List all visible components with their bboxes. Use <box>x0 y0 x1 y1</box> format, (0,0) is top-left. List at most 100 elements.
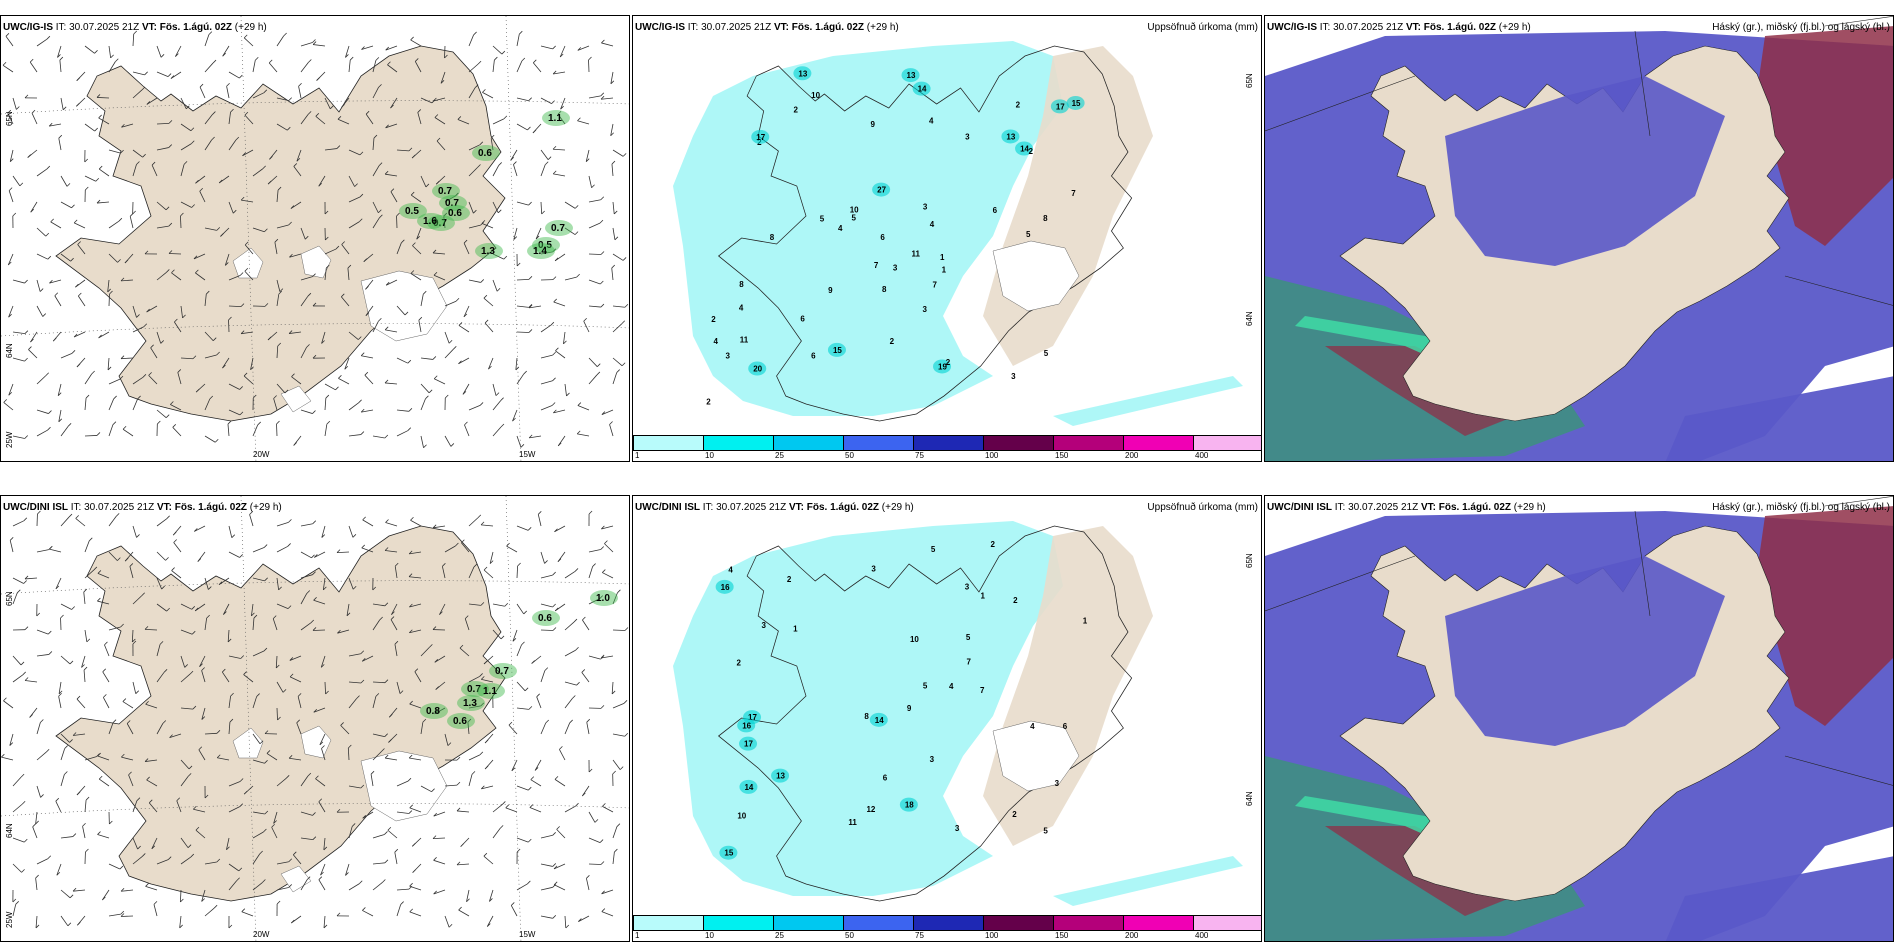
wind-barb <box>276 345 279 359</box>
wind-barb-flag <box>110 54 114 59</box>
wind-barb <box>204 861 217 865</box>
gust-value-label: 1.6 <box>423 216 437 227</box>
mid-cloud-area <box>1665 376 1893 461</box>
wind-barb <box>276 123 288 131</box>
wind-barb <box>372 751 382 761</box>
wind-barb <box>433 889 446 895</box>
wind-barb <box>492 165 500 177</box>
wind-barb-flag <box>407 777 412 782</box>
wind-barb <box>293 166 302 177</box>
wind-barb-flag <box>194 528 198 532</box>
wind-barb <box>337 118 350 125</box>
wind-barb-flag <box>264 228 268 233</box>
wind-barb-flag <box>408 550 413 555</box>
wind-barb-flag <box>59 56 64 61</box>
wind-barb <box>515 357 518 370</box>
precip-value-label: 4 <box>930 220 935 229</box>
wind-barb <box>483 855 494 865</box>
wind-barb-flag <box>530 776 535 780</box>
wind-barb-flag <box>496 287 501 292</box>
wind-barb-flag <box>559 53 564 58</box>
wind-barb-flag <box>98 775 103 780</box>
precip-value-label: 9 <box>828 286 833 295</box>
wind-barb-flag <box>448 923 453 928</box>
wind-barb <box>468 566 475 579</box>
wind-barb-flag <box>320 871 324 876</box>
wind-barb-flag <box>479 141 484 146</box>
wind-barb <box>492 400 501 411</box>
wind-barb <box>537 514 542 527</box>
wind-barb <box>486 915 494 927</box>
valid-time: Fös. 1.ágú. 02Z <box>1438 502 1511 513</box>
wind-barb-flag <box>387 826 392 831</box>
wind-barb-flag <box>508 721 513 726</box>
wind-barb-flag <box>232 209 237 214</box>
wind-barb <box>553 71 566 75</box>
wind-barb-flag <box>132 638 136 643</box>
wind-barb <box>132 71 145 76</box>
wind-barb-flag <box>93 566 98 571</box>
precip-value-label: 3 <box>1055 779 1060 788</box>
colorbar-swatch <box>1123 915 1194 931</box>
wind-barb <box>60 516 70 527</box>
wind-barb-flag <box>244 111 249 116</box>
wind-barb-flag <box>297 693 302 697</box>
wind-barb-flag <box>384 547 389 551</box>
wind-barb <box>540 670 546 683</box>
wind-barb <box>396 681 401 694</box>
wind-barb-flag <box>610 80 615 85</box>
wind-barb-flag <box>48 122 53 127</box>
precip-value-label: 15 <box>724 849 733 858</box>
wind-barb-flag <box>622 257 627 261</box>
wind-barb-flag <box>58 134 63 139</box>
wind-barb <box>60 836 73 839</box>
wind-barb-flag <box>360 784 365 789</box>
wind-barb <box>204 354 217 359</box>
wind-barb <box>564 681 577 686</box>
precip-max-blob <box>933 359 952 374</box>
wind-barb-flag <box>55 585 60 590</box>
lead-time: (+29 h) <box>234 22 267 33</box>
wind-barb <box>156 518 167 527</box>
wind-barb <box>84 569 95 579</box>
wind-barb-flag <box>165 414 170 418</box>
wind-barb-flag <box>253 614 258 619</box>
wind-barb <box>601 97 614 100</box>
wind-barb <box>516 565 518 579</box>
wind-barb-flag <box>85 848 89 853</box>
wind-barb <box>321 748 326 761</box>
wind-barb <box>512 409 518 422</box>
wind-barb-flag <box>201 667 205 671</box>
precip-max-blob <box>715 579 734 594</box>
wind-barb <box>156 331 162 344</box>
wind-barb <box>439 603 446 615</box>
wind-barb-flag <box>68 513 73 518</box>
gust-value-label: 0.7 <box>551 223 565 234</box>
wind-barb <box>516 837 529 843</box>
wind-barb-flag <box>390 616 395 620</box>
wind-barb-flag <box>102 668 106 673</box>
wind-barb-flag <box>563 340 567 345</box>
wind-barb <box>132 376 144 385</box>
wind-barb <box>300 42 313 47</box>
wind-barb <box>171 570 182 579</box>
wind-barb <box>409 885 422 891</box>
colorbar-swatch <box>983 915 1054 931</box>
valid-time-label: VT: <box>1420 502 1436 513</box>
wind-barb-flag <box>385 519 389 523</box>
wind-barb <box>434 707 446 715</box>
wind-barb <box>372 165 380 177</box>
wind-barb-flag <box>290 919 295 924</box>
wind-barb-flag <box>321 745 325 749</box>
wind-barb <box>30 331 38 343</box>
wind-barb-flag <box>391 611 395 615</box>
wind-barb <box>313 707 326 713</box>
wind-barb <box>300 276 313 281</box>
cloud-panel: UWC/IG-IS IT: 30.07.2025 21Z VT: Fös. 1.… <box>1264 15 1894 462</box>
wind-barb <box>409 551 422 555</box>
wind-barb <box>468 34 474 47</box>
wind-barb <box>55 801 62 813</box>
wind-barb-flag <box>318 876 323 880</box>
wind-barb-flag <box>506 542 510 547</box>
wind-barb-flag <box>500 635 505 640</box>
